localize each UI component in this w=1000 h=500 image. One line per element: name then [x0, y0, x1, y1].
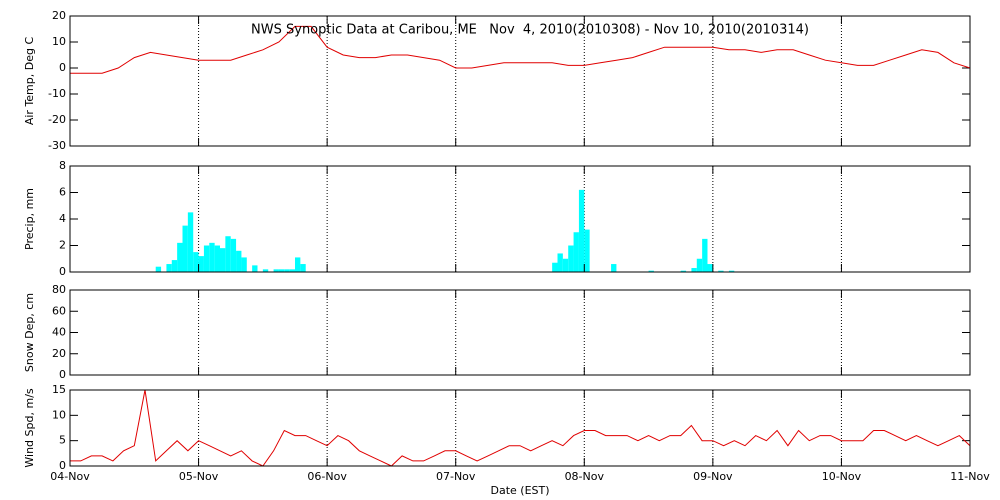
x-tick-label: 06-Nov — [307, 470, 347, 483]
bar — [300, 264, 306, 272]
bar — [177, 242, 183, 272]
bar — [728, 270, 735, 272]
data-line — [70, 25, 971, 74]
x-tick-label: 10-Nov — [822, 470, 862, 483]
bar — [552, 262, 558, 272]
y-axis-label: Snow Dep, cm — [23, 293, 36, 372]
bar — [225, 236, 231, 272]
y-tick-label: 20 — [52, 9, 66, 22]
chart-title: NWS Synoptic Data at Caribou, ME Nov 4, … — [251, 23, 809, 38]
bar — [573, 232, 579, 272]
y-tick-label: -10 — [48, 87, 66, 100]
y-tick-label: -20 — [48, 113, 66, 126]
bar — [209, 242, 215, 272]
y-axis-label: Precip, mm — [23, 188, 36, 250]
plot-frame — [69, 165, 971, 273]
bar — [278, 269, 285, 272]
plot-frame — [69, 15, 971, 147]
y-axis-label: Wind Spd, m/s — [23, 388, 36, 468]
bar — [718, 270, 724, 272]
y-tick-label: 6 — [59, 186, 66, 199]
bar — [562, 258, 569, 272]
y-tick-label: 0 — [59, 459, 66, 472]
bar — [171, 260, 178, 272]
bar — [568, 245, 574, 272]
bar — [155, 266, 162, 272]
plot-frame — [69, 289, 971, 376]
x-tick-label: 07-Nov — [436, 470, 476, 483]
bar — [584, 229, 590, 272]
bar — [702, 238, 708, 272]
bar — [187, 212, 194, 272]
bar — [230, 238, 237, 272]
bar — [241, 257, 247, 272]
x-tick-label: 05-Nov — [179, 470, 219, 483]
y-tick-label: 20 — [52, 347, 66, 360]
bar — [289, 269, 295, 272]
y-tick-label: 0 — [59, 368, 66, 381]
x-axis-label: Date (EST) — [490, 484, 549, 497]
bar — [696, 258, 703, 272]
bar — [262, 269, 269, 272]
y-axis-label: Air Temp, Deg C — [23, 37, 36, 126]
bar — [220, 248, 226, 272]
bar — [680, 270, 687, 272]
bar — [611, 264, 617, 272]
bar — [214, 245, 220, 272]
bar — [198, 256, 204, 272]
data-line — [70, 389, 971, 467]
plot-frame — [69, 389, 971, 467]
bar — [252, 265, 258, 272]
x-tick-label: 11-Nov — [950, 470, 990, 483]
y-tick-label: 40 — [52, 326, 66, 339]
y-tick-label: 15 — [52, 383, 66, 396]
y-tick-label: 5 — [59, 434, 66, 447]
x-tick-label: 08-Nov — [565, 470, 605, 483]
bar — [578, 189, 585, 272]
y-tick-label: 10 — [52, 35, 66, 48]
y-tick-label: 80 — [52, 283, 66, 296]
x-tick-label: 09-Nov — [693, 470, 733, 483]
bar — [182, 225, 188, 272]
y-tick-label: 4 — [59, 212, 66, 225]
y-tick-label: 10 — [52, 408, 66, 421]
bar — [691, 268, 697, 272]
bar — [295, 257, 301, 272]
y-tick-label: 8 — [59, 159, 66, 172]
bar — [166, 264, 172, 272]
x-tick-label: 04-Nov — [50, 470, 90, 483]
bar — [273, 269, 279, 272]
y-tick-label: -30 — [48, 139, 66, 152]
bar — [648, 270, 654, 272]
y-tick-label: 0 — [59, 61, 66, 74]
bar — [707, 264, 713, 272]
y-tick-label: 60 — [52, 304, 66, 317]
bar — [203, 245, 210, 272]
y-tick-label: 0 — [59, 265, 66, 278]
bar — [557, 253, 563, 272]
bar — [193, 252, 199, 272]
bar — [284, 269, 290, 272]
bar — [236, 250, 242, 272]
y-tick-label: 2 — [59, 239, 66, 252]
